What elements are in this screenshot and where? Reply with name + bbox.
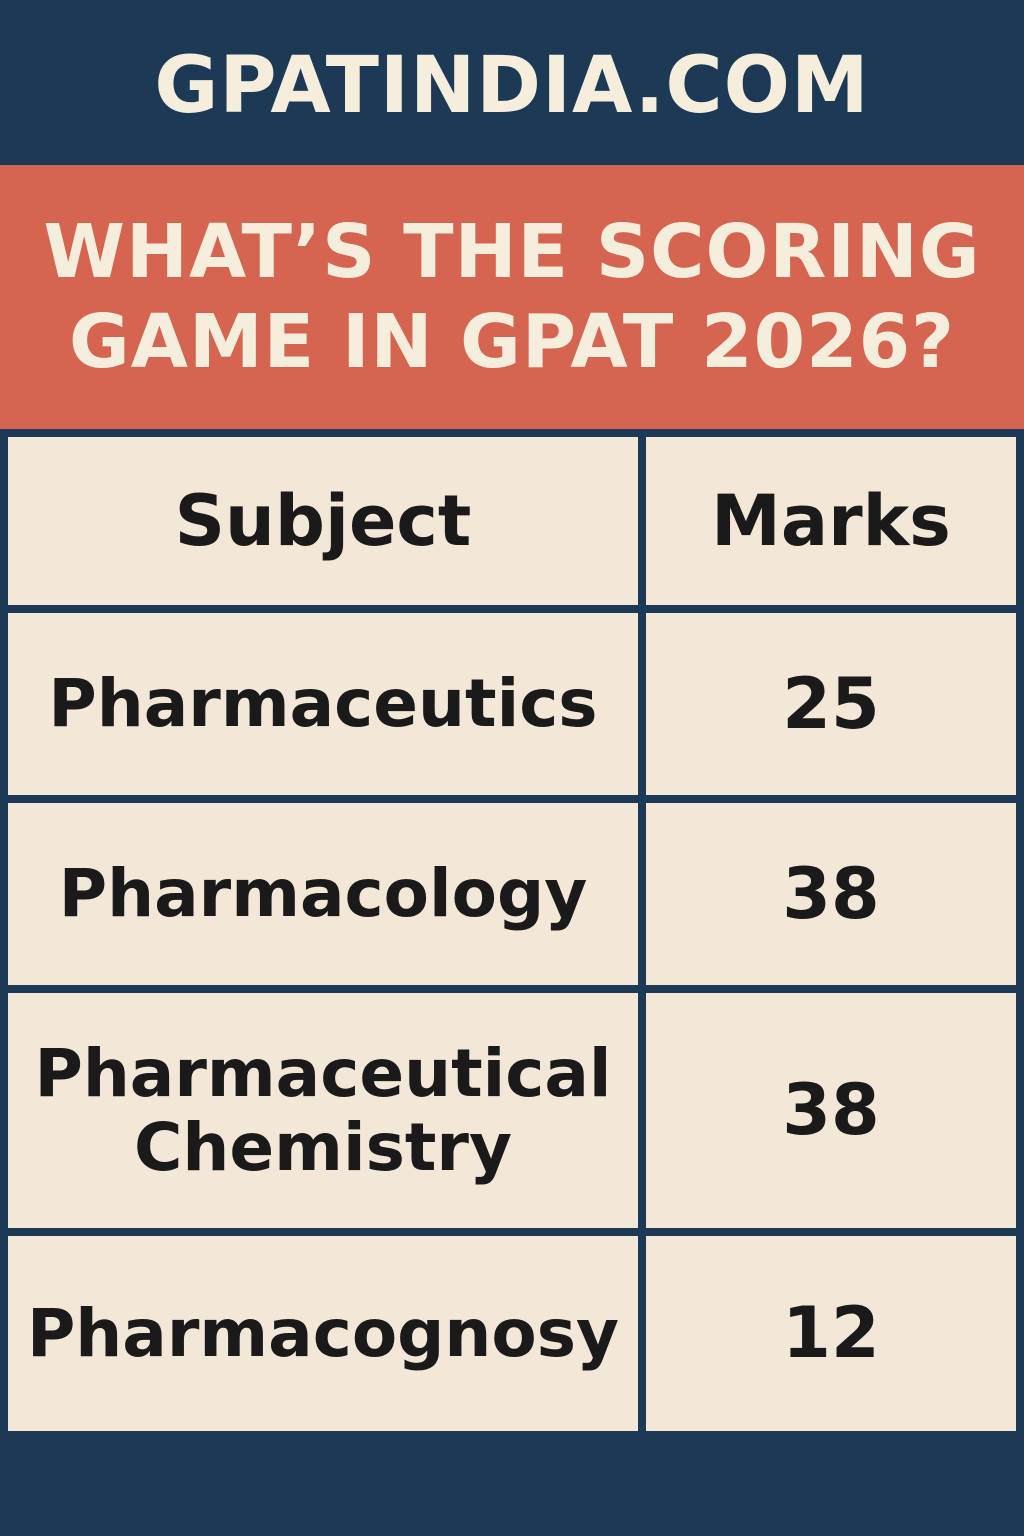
subject-line-2: Chemistry	[134, 1108, 512, 1186]
subject-cell-pharmaceutical-chemistry: Pharmaceutical Chemistry	[8, 993, 638, 1228]
site-header: GPATINDIA.COM	[0, 0, 1024, 165]
headline-line-1: WHAT’S THE SCORING	[43, 208, 981, 295]
subject-cell-pharmacology: Pharmacology	[8, 803, 638, 985]
subject-text-pharmaceutical-chemistry: Pharmaceutical Chemistry	[34, 1034, 612, 1186]
headline-band: WHAT’S THE SCORING GAME IN GPAT 2026?	[0, 165, 1024, 429]
subject-cell-pharmaceutics: Pharmaceutics	[8, 613, 638, 795]
site-name: GPATINDIA.COM	[154, 40, 870, 131]
column-header-marks: Marks	[646, 437, 1016, 605]
marks-cell-pharmacognosy: 12	[646, 1236, 1016, 1431]
marks-cell-pharmacology: 38	[646, 803, 1016, 985]
headline: WHAT’S THE SCORING GAME IN GPAT 2026?	[43, 207, 980, 388]
headline-line-2: GAME IN GPAT 2026?	[68, 299, 956, 385]
marks-cell-pharmaceutics: 25	[646, 613, 1016, 795]
marks-cell-pharmaceutical-chemistry: 38	[646, 993, 1016, 1228]
subject-cell-pharmacognosy: Pharmacognosy	[8, 1236, 638, 1431]
column-header-subject: Subject	[8, 437, 638, 605]
subject-line-1: Pharmaceutical	[34, 1034, 612, 1112]
